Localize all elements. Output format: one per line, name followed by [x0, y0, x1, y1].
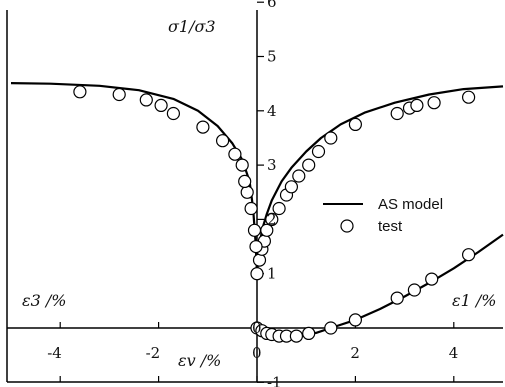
eps1-axis-label: ε1 /%: [452, 291, 496, 310]
test-point: [407, 283, 421, 297]
test-point: [238, 174, 252, 188]
test-point: [139, 93, 153, 107]
y-axis-label: σ1/σ3: [168, 17, 216, 36]
legend: AS model test: [323, 196, 443, 235]
y-tick-label: 0: [252, 319, 262, 337]
test-point: [390, 291, 404, 305]
x-tick-label: -4: [47, 344, 62, 362]
markers: [73, 85, 476, 343]
x-tick-label: 0: [252, 344, 262, 362]
test-point: [302, 158, 316, 172]
test-point: [324, 131, 338, 145]
y-tick-label: 4: [267, 102, 277, 120]
test-point: [265, 212, 279, 226]
y-tick-label: 2: [267, 210, 277, 228]
test-point: [462, 248, 476, 262]
legend-label-model: AS model: [378, 196, 443, 213]
test-point: [252, 253, 267, 267]
test-point: [247, 223, 262, 237]
test-point: [410, 98, 424, 113]
model-curve: [10, 82, 259, 274]
test-point: [249, 240, 263, 254]
y-tick-label: -1: [267, 373, 282, 387]
x-tick-label: 2: [350, 344, 360, 362]
test-point: [462, 90, 476, 104]
test-point: [228, 147, 242, 161]
test-point: [112, 87, 126, 102]
eps3-axis-label: ε3 /%: [22, 291, 66, 310]
test-point: [348, 117, 362, 132]
test-point: [272, 201, 286, 216]
x-tick-label: 4: [449, 344, 459, 362]
y-tick-label: 1: [267, 265, 277, 283]
test-point: [348, 313, 362, 327]
test-point: [292, 169, 306, 183]
test-point: [73, 85, 87, 99]
tick-labels: -1 1 2 3 4 5 6 0 -4 -2 2 4 0: [47, 0, 458, 387]
test-point: [390, 106, 404, 121]
test-point: [250, 267, 264, 281]
test-point: [166, 106, 180, 121]
legend-marker-swatch: [340, 219, 354, 233]
axes: [6, 1, 503, 383]
y-tick-label: 6: [267, 0, 277, 11]
test-point: [216, 134, 230, 148]
test-point: [284, 180, 298, 194]
test-point: [244, 201, 258, 216]
test-point: [289, 329, 303, 343]
test-point: [235, 158, 249, 172]
test-point: [196, 120, 210, 134]
test-point: [240, 185, 254, 199]
epsv-axis-label: εv /%: [178, 351, 221, 370]
legend-label-test: test: [378, 218, 403, 235]
x-tick-label: -2: [146, 344, 161, 362]
y-tick-label: 5: [267, 48, 277, 66]
test-point: [311, 144, 326, 159]
y-tick-label: 3: [267, 156, 277, 174]
test-point: [324, 321, 338, 335]
test-point: [427, 96, 441, 110]
test-point: [154, 98, 168, 113]
test-point: [302, 326, 316, 340]
test-point: [425, 272, 439, 286]
